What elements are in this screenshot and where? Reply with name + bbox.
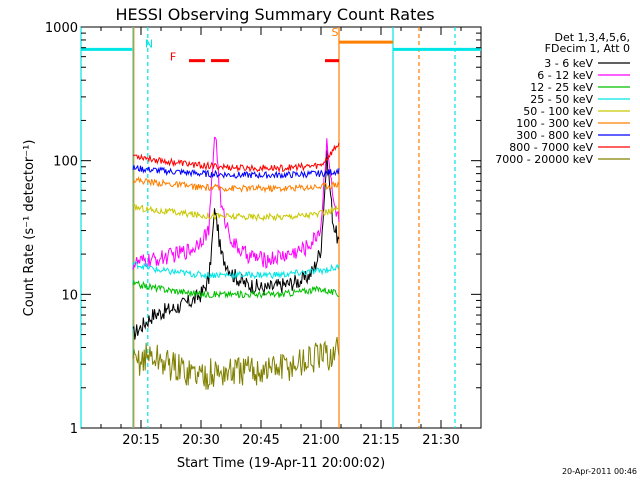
axis-ticks: 20:15 20:30 20:45 21:00 21:15 21:30 1 10 100 1000: [45, 21, 481, 448]
series-line-8: [132, 336, 340, 390]
annotation-s: S: [332, 26, 339, 39]
legend-label-2: 12 - 25 keV: [530, 81, 593, 94]
legend-label-5: 100 - 300 keV: [516, 117, 593, 130]
x-tick-label-5: 21:30: [422, 433, 459, 448]
legend-label-4: 50 - 100 keV: [523, 105, 593, 118]
series-line-0: [132, 150, 340, 340]
flag-bars: [81, 40, 481, 63]
series-line-6: [132, 164, 340, 179]
x-tick-label-3: 21:00: [302, 433, 339, 448]
x-axis-label: Start Time (19-Apr-11 20:00:02): [177, 456, 385, 471]
series-line-5: [132, 176, 340, 194]
series-line-4: [132, 203, 340, 222]
legend-header-line-2: FDecim 1, Att 0: [545, 42, 630, 55]
y-tick-label-3: 1000: [45, 21, 78, 36]
x-tick-label-4: 21:15: [362, 433, 399, 448]
series-line-7: [132, 142, 340, 174]
y-tick-label-0: 1: [70, 422, 78, 437]
y-tick-label-1: 10: [61, 288, 78, 303]
legend-label-1: 6 - 12 keV: [537, 69, 593, 82]
annotation-n: N: [145, 38, 153, 51]
x-tick-label-1: 20:30: [182, 433, 219, 448]
series-line-1: [132, 136, 340, 270]
interval-markers: [80, 27, 456, 428]
legend: Det 1,3,4,5,6, FDecim 1, Att 0 3 - 6 keV…: [495, 31, 630, 166]
footer-timestamp: 20-Apr-2011 00:46: [562, 467, 637, 476]
legend-label-7: 800 - 7000 keV: [509, 141, 593, 154]
y-tick-label-2: 100: [53, 155, 78, 170]
legend-label-3: 25 - 50 keV: [530, 93, 593, 106]
legend-label-0: 3 - 6 keV: [544, 57, 593, 70]
x-tick-label-0: 20:15: [122, 433, 159, 448]
legend-label-8: 7000 - 20000 keV: [495, 153, 593, 166]
series-line-3: [132, 260, 340, 280]
annotation-f: F: [170, 51, 176, 64]
flag-annotations: N F S: [145, 26, 339, 64]
legend-label-6: 300 - 800 keV: [516, 129, 593, 142]
x-tick-label-2: 20:45: [242, 433, 279, 448]
series-line-2: [132, 279, 340, 299]
chart-title: HESSI Observing Summary Count Rates: [115, 5, 434, 24]
series-group: [132, 136, 340, 390]
y-axis-label: Count Rate (s⁻¹ detector⁻¹): [22, 140, 37, 317]
legend-header-line-1: Det 1,3,4,5,6,: [554, 31, 630, 44]
